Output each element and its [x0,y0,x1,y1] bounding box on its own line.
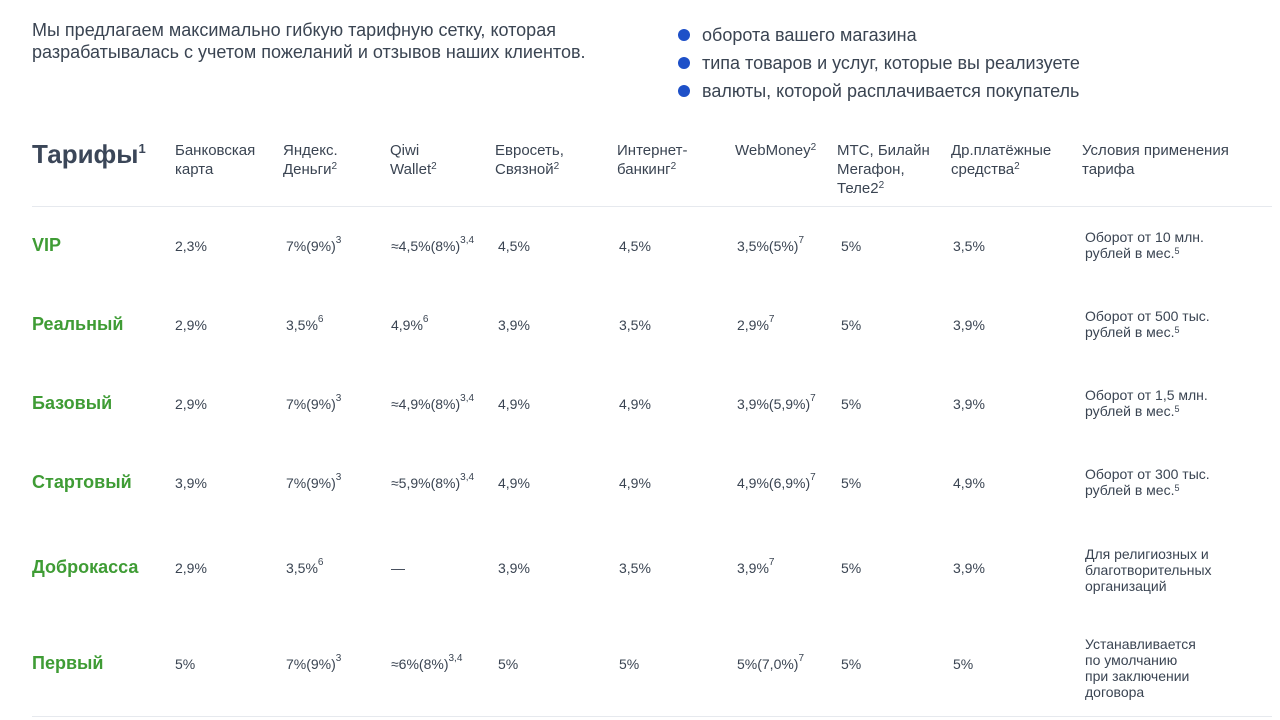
tariff-name: Первый [32,653,104,673]
column-header: МТС, Билайн Мегафон, Теле22 [837,142,930,197]
rate-cell: 4,9% [498,475,530,491]
rate-cell: 5% [619,656,640,672]
tariff-condition: Оборот от 1,5 млн. рублей в мес.5 [1085,387,1208,419]
column-header: Евросеть, Связной2 [495,142,564,178]
rate-cell: 5% [841,238,862,254]
bullet-item: оборота вашего магазина [676,21,1080,49]
tariff-name: Базовый [32,393,113,413]
bullet-dot-icon [678,85,690,97]
rate-cell: 5% [841,475,862,491]
column-header: Qiwi Wallet2 [390,142,437,178]
rate-cell: 4,5% [619,238,651,254]
rate-cell: 3,9% [498,560,530,576]
column-header: Др.платёжные средства2 [951,142,1052,178]
tariff-name: Доброкасса [32,557,139,577]
rate-cell: 3,9%(5,9%)7 [737,393,816,412]
rate-cell: 2,3% [175,238,207,254]
tariffs-title: Тарифы1 [32,139,146,169]
rate-cell: ≈5,9%(8%)3,4 [391,472,475,491]
rate-cell: 7%(9%)3 [286,472,342,491]
rate-cell: 2,9% [175,396,207,412]
column-header: Банковская карта [175,142,256,178]
rate-cell: ≈4,5%(8%)3,4 [391,235,475,254]
rate-cell: 3,5%(5%)7 [737,235,805,254]
rate-cell: 5% [841,396,862,412]
rate-cell: 4,9%6 [391,314,429,333]
column-header: Интернет-банкинг2 [617,142,688,178]
rate-cell: 7%(9%)3 [286,235,342,254]
rate-cell: 5% [841,560,862,576]
tariff-name: Реальный [32,314,124,334]
tariff-name: Стартовый [32,472,132,492]
rate-cell: 4,9% [953,475,985,491]
bullet-dot-icon [678,57,690,69]
tariff-condition: Устанавливается по умолчанию при заключени… [1085,636,1196,700]
rate-cell: 5% [841,656,862,672]
bullet-dot-icon [678,29,690,41]
rate-cell: 2,9% [175,560,207,576]
tariff-condition: Оборот от 500 тыс. рублей в мес.5 [1085,308,1210,340]
tariff-condition: Для религиозных и благотворительных органи… [1085,546,1212,594]
rate-cell: 3,9% [953,317,985,333]
rate-cell: 3,5% [953,238,985,254]
rate-cell: 3,5% [619,317,651,333]
rate-cell: 3,9%7 [737,557,775,576]
column-header: Условия применения тарифа [1082,142,1229,178]
tariff-condition: Оборот от 300 тыс. рублей в мес.5 [1085,466,1210,498]
rate-cell: 3,5%6 [286,314,324,333]
rate-cell: 3,5%6 [286,557,324,576]
rate-cell: 2,9%7 [737,314,775,333]
tariff-name: VIP [32,235,62,255]
rate-cell: — [391,560,405,576]
rate-cell: 4,5% [498,238,530,254]
rate-cell: 7%(9%)3 [286,653,342,672]
tariff-condition: Оборот от 10 млн. рублей в мес.5 [1085,229,1204,261]
rate-cell: ≈6%(8%)3,4 [391,653,463,672]
rate-cell: 3,9% [953,560,985,576]
bullet-item: типа товаров и услуг, которые вы реализу… [676,49,1080,77]
intro-text: Мы предлагаем максимально гибкую тарифну… [32,20,586,62]
rate-cell: 4,9% [619,475,651,491]
rate-cell: 2,9% [175,317,207,333]
bottom-divider [32,716,1272,717]
rate-cell: 4,9% [498,396,530,412]
rate-cell: 3,5% [619,560,651,576]
rate-cell: 7%(9%)3 [286,393,342,412]
rate-cell: ≈4,9%(8%)3,4 [391,393,475,412]
rate-cell: 3,9% [498,317,530,333]
header-divider [32,206,1272,207]
rate-cell: 5% [498,656,519,672]
rate-cell: 4,9% [619,396,651,412]
rate-cell: 5% [175,656,196,672]
rate-cell: 5% [841,317,862,333]
column-header: Яндекс. Деньги2 [283,142,338,178]
bullet-item: валюты, которой расплачивается покупател… [676,77,1080,105]
rate-cell: 5% [953,656,974,672]
rate-cell: 4,9%(6,9%)7 [737,472,816,491]
rate-cell: 3,9% [953,396,985,412]
column-header: WebMoney2 [735,142,817,159]
rate-cell: 3,9% [175,475,207,491]
rate-cell: 5%(7,0%)7 [737,653,805,672]
bullet-list: оборота вашего магазина типа товаров и у… [676,21,1080,105]
